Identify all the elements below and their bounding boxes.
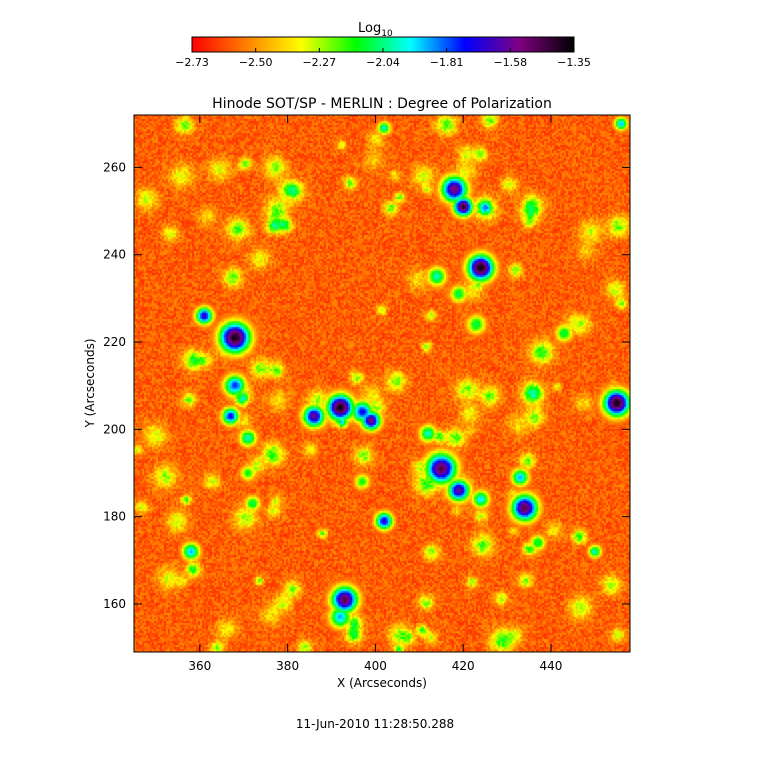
chart-title: Hinode SOT/SP - MERLIN : Degree of Polar… (212, 96, 552, 112)
colorbar-ticks: −2.73 −2.50 −2.27 −2.04 −1.81 −1.58 −1.35 (175, 48, 591, 69)
x-tick-label: 360 (188, 659, 211, 673)
y-tick-label: 260 (103, 160, 126, 174)
x-axis: 360 380 400 420 440 (188, 115, 562, 673)
colorbar-tick-label: −2.04 (366, 56, 400, 69)
colorbar-tick-label: −1.35 (557, 56, 591, 69)
y-axis-label: Y (Arcseconds) (83, 338, 97, 428)
plot-frame (133, 114, 631, 653)
heatmap-image (134, 115, 630, 652)
y-tick-label: 160 (103, 597, 126, 611)
plot-area: 360 380 400 420 440 160 180 200 220 240 260 (103, 114, 631, 673)
colorbar-tick-label: −2.50 (239, 56, 273, 69)
colorbar-tick-label: −2.73 (175, 56, 209, 69)
y-axis: 160 180 200 220 240 260 (103, 160, 630, 611)
timestamp: 11-Jun-2010 11:28:50.288 (296, 717, 454, 731)
colorbar-tick-label: −2.27 (302, 56, 336, 69)
x-tick-label: 380 (276, 659, 299, 673)
y-tick-label: 220 (103, 335, 126, 349)
colorbar: Log10 −2.73 −2.50 −2.27 −2.04 −1.81 −1.58 −1.3… (175, 21, 591, 69)
y-tick-label: 240 (103, 248, 126, 262)
x-tick-label: 440 (540, 659, 563, 673)
x-tick-label: 400 (364, 659, 387, 673)
x-tick-label: 420 (452, 659, 475, 673)
colorbar-tick-label: −1.58 (493, 56, 527, 69)
colorbar-tick-label: −1.81 (430, 56, 464, 69)
y-tick-label: 200 (103, 422, 126, 436)
y-tick-label: 180 (103, 510, 126, 524)
colorbar-label: Log10 (358, 21, 393, 39)
x-axis-label: X (Arcseconds) (337, 676, 427, 690)
